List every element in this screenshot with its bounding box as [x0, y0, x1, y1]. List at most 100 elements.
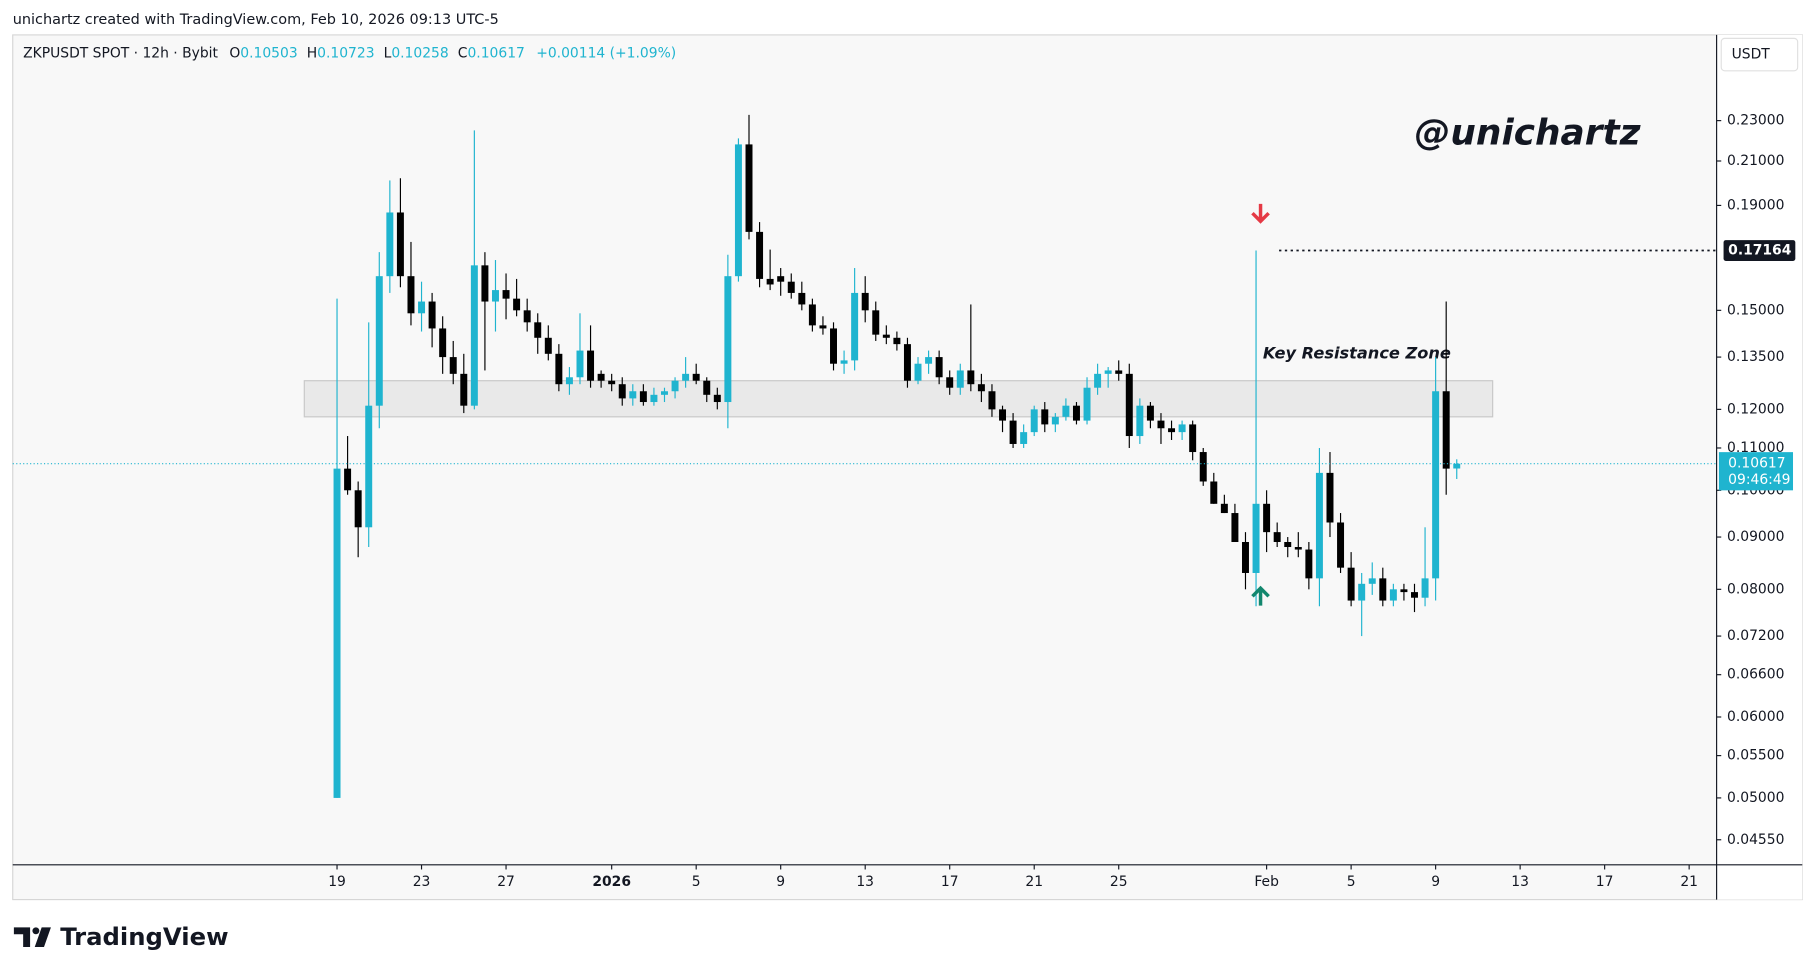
y-tick-label: 0.08000 [1727, 581, 1784, 597]
candle-body [1030, 409, 1038, 433]
logo-icon [13, 927, 51, 948]
candle-body [798, 292, 806, 305]
x-tick-label: 25 [1110, 874, 1128, 890]
candle-body [766, 278, 774, 285]
candle-body [1432, 391, 1440, 579]
candle-body [1125, 373, 1133, 437]
candle-body [1178, 424, 1186, 433]
candle-body [1305, 549, 1313, 579]
candle-body [639, 391, 647, 403]
down-arrow [1251, 203, 1270, 224]
x-tick-label: 13 [856, 874, 874, 890]
x-tick-label: 5 [692, 874, 701, 890]
x-tick-label: 27 [497, 874, 515, 890]
candle-body [1358, 583, 1366, 601]
candle-body [354, 490, 362, 528]
y-tick-label: 0.05000 [1727, 790, 1784, 806]
candle-body [956, 370, 964, 388]
candle-body [396, 212, 404, 277]
legend-label: H [307, 45, 317, 61]
candle-body [1453, 463, 1461, 469]
x-tick-label: 23 [413, 874, 431, 890]
candle-body [756, 231, 764, 279]
y-tick-label: 0.07200 [1727, 628, 1784, 644]
candle-body [703, 380, 711, 395]
candle-body [460, 373, 468, 406]
candle-body [333, 468, 341, 798]
y-tick-label: 0.12000 [1727, 401, 1784, 417]
candle-body [1009, 420, 1017, 444]
x-tick-label: 9 [776, 874, 785, 890]
candle-body [555, 353, 563, 385]
candle-body [1389, 589, 1397, 601]
legend-text: ZKPUSDT SPOT · 12h · Bybit O0.10503 H0.1… [23, 45, 676, 61]
up-arrow [1251, 585, 1270, 606]
candle-body [851, 292, 859, 361]
candle-body [724, 276, 732, 403]
candle-body [523, 310, 531, 323]
candle-body [872, 310, 880, 335]
x-tick-label: 19 [328, 874, 346, 890]
candle-body [1115, 370, 1123, 374]
candle-body [1263, 503, 1271, 533]
legend-value: 0.10503 [240, 45, 297, 61]
candle-body [565, 377, 573, 385]
candle-body [587, 350, 595, 381]
price-tag [1718, 452, 1794, 491]
candle-body [1442, 391, 1450, 469]
candle-body [428, 301, 436, 329]
x-tick-label: 21 [1680, 874, 1698, 890]
candle-body [1337, 522, 1345, 568]
y-tick-label: 0.04550 [1727, 832, 1784, 848]
legend-label: C [458, 45, 468, 61]
candle-body [1273, 532, 1281, 543]
candle-body [1041, 409, 1049, 425]
candle-body [491, 290, 499, 302]
candle-body [597, 373, 605, 381]
currency-button[interactable] [1720, 37, 1799, 72]
currency[interactable]: USDT [1732, 47, 1771, 63]
watermark: @unichartz [1414, 112, 1641, 153]
legend-label: L [384, 45, 392, 61]
x-tick-label: 2026 [592, 874, 631, 890]
x-tick-label: 17 [941, 874, 959, 890]
candle-body [1326, 472, 1334, 523]
legend-value: 0.10258 [391, 45, 448, 61]
candle-body [481, 265, 489, 302]
candle-body [1199, 452, 1207, 482]
candle-body [344, 468, 352, 491]
candle-body [618, 384, 626, 399]
candle-body [1157, 420, 1165, 429]
x-tick-label: 21 [1025, 874, 1043, 890]
level-tag-label: 0.17164 [1728, 243, 1792, 259]
candle-body [544, 337, 552, 354]
candle-body [713, 394, 721, 403]
legend-value: 0.10617 [467, 45, 524, 61]
legend: ZKPUSDT SPOT · 12h · Bybit O0.10503 H0.1… [23, 45, 676, 61]
candle-body [1421, 578, 1429, 598]
candle-body [830, 328, 837, 364]
y-tick-label: 0.23000 [1727, 113, 1784, 129]
candle-body [1411, 592, 1418, 598]
x-tick-label: 9 [1431, 874, 1440, 890]
candle-body [1104, 370, 1112, 374]
resistance-zone [303, 380, 1494, 418]
footer-logo: TradingView [13, 922, 229, 951]
candle-body [1231, 513, 1239, 543]
candle-body [840, 360, 848, 364]
candle-body [608, 380, 616, 385]
y-tick-label: 0.15000 [1727, 302, 1784, 318]
candle-body [1072, 405, 1080, 421]
candle-body [819, 325, 827, 329]
candle-body [946, 377, 954, 388]
y-tick-label: 0.19000 [1727, 197, 1784, 213]
candle-body [650, 394, 658, 403]
candle-body [692, 373, 700, 381]
candle-body [1094, 373, 1102, 388]
candle-body [977, 384, 985, 392]
candle-body [1347, 567, 1355, 601]
header: unichartz created with TradingView.com, … [13, 12, 499, 28]
candle-body [914, 363, 922, 381]
candle-body [375, 276, 383, 406]
candle-body [1020, 432, 1028, 444]
